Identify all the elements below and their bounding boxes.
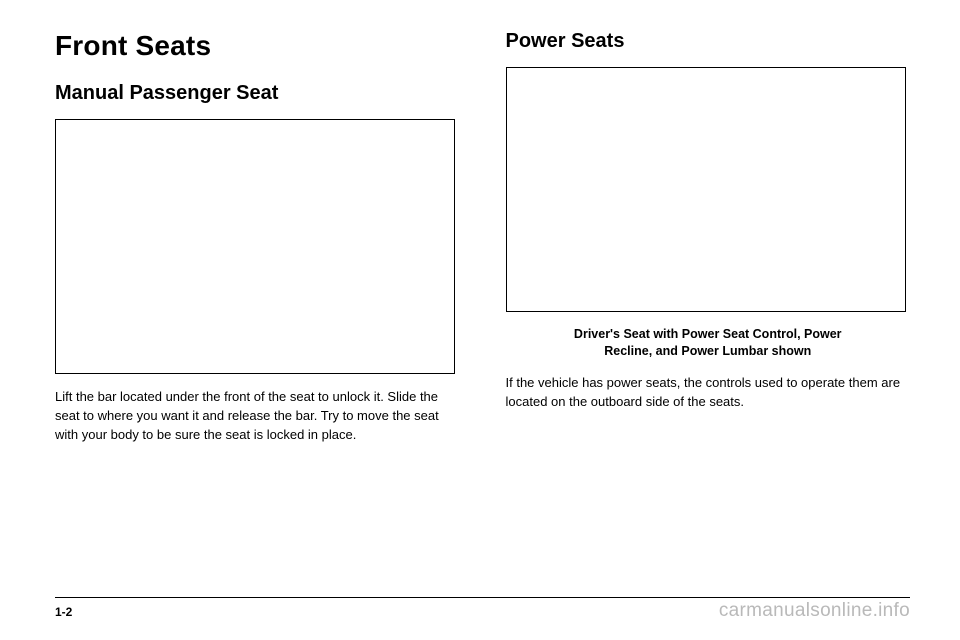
right-column: Power Seats Driver's Seat with Power Sea… [506,30,911,445]
page-footer: 1-2 carmanualsonline.info [55,597,910,622]
caption-line-1: Driver's Seat with Power Seat Control, P… [574,327,842,341]
figure-manual-seat [55,119,455,374]
body-text-manual: Lift the bar located under the front of … [55,388,460,445]
left-column: Front Seats Manual Passenger Seat Lift t… [55,30,460,445]
caption-line-2: Recline, and Power Lumbar shown [604,344,811,358]
two-column-layout: Front Seats Manual Passenger Seat Lift t… [55,30,910,445]
manual-page: Front Seats Manual Passenger Seat Lift t… [0,0,960,640]
footer-rule [55,597,910,598]
figure-caption: Driver's Seat with Power Seat Control, P… [506,326,911,360]
subsection-heading-power: Power Seats [506,30,911,53]
subsection-heading-manual: Manual Passenger Seat [55,82,460,105]
watermark-text: carmanualsonline.info [719,600,910,622]
figure-power-seat [506,67,906,312]
section-heading: Front Seats [55,30,460,62]
page-number: 1-2 [55,605,72,619]
body-text-power: If the vehicle has power seats, the cont… [506,374,911,412]
footer-row: 1-2 carmanualsonline.info [55,600,910,622]
